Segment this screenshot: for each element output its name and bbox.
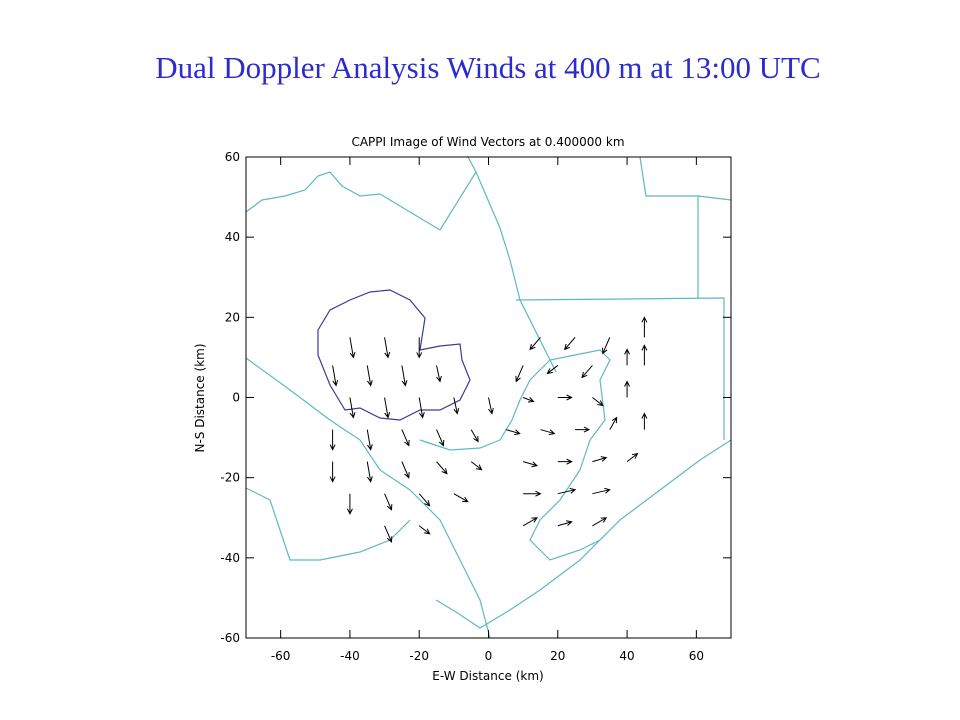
wind-vector	[401, 365, 408, 387]
x-tick-label: -60	[271, 649, 291, 663]
boundary	[475, 171, 557, 373]
y-axis-label: N-S Distance (km)	[193, 343, 207, 452]
wind-vector	[624, 380, 631, 398]
wind-vector	[557, 487, 577, 495]
wind-vector	[540, 429, 556, 436]
wind-vector	[641, 412, 648, 430]
y-tick-label: 20	[225, 310, 240, 324]
wind-vector	[401, 429, 410, 447]
coastline	[499, 349, 611, 561]
wind-vector	[436, 461, 448, 475]
x-axis-label: E-W Distance (km)	[432, 669, 543, 683]
wind-vector	[522, 397, 535, 403]
wind-vector	[505, 429, 521, 436]
wind-vector	[453, 397, 460, 415]
map-outlines	[245, 156, 732, 639]
wind-vector	[366, 365, 373, 387]
wind-vector	[563, 337, 576, 351]
wind-vector	[349, 337, 356, 359]
y-tick-label: -20	[220, 471, 240, 485]
x-tick-label: -40	[340, 649, 360, 663]
wind-vector	[609, 416, 618, 430]
boundary	[245, 487, 411, 561]
wind-vector	[624, 348, 631, 366]
x-tick-label: 40	[619, 649, 634, 663]
y-tick-label: -40	[220, 551, 240, 565]
boundary	[697, 195, 732, 201]
boundary	[439, 156, 477, 231]
wind-vector	[592, 397, 604, 407]
x-tick-label: 60	[689, 649, 704, 663]
y-tick-label: -60	[220, 631, 240, 645]
wind-vector	[592, 487, 611, 495]
wind-vector	[384, 337, 391, 359]
y-tick-label: 0	[232, 391, 240, 405]
wind-vector	[626, 452, 639, 463]
wind-vector	[329, 429, 336, 451]
wind-vector	[366, 461, 373, 483]
radar-coverage	[317, 289, 471, 421]
wind-vector	[557, 458, 573, 465]
wind-vector	[557, 394, 573, 401]
wind-vector	[575, 426, 591, 433]
wind-vector	[557, 520, 573, 527]
wind-vector	[332, 365, 339, 387]
wind-vector	[523, 490, 542, 497]
wind-vector	[384, 397, 391, 419]
wind-vector	[641, 316, 648, 338]
wind-vector	[416, 337, 423, 359]
wind-vector	[436, 429, 445, 447]
wind-vector	[546, 365, 559, 375]
wind-vector	[418, 525, 431, 535]
wind-vector	[488, 397, 494, 415]
wind-vector	[401, 461, 410, 479]
coastline	[435, 439, 732, 629]
wind-vector	[384, 493, 393, 511]
boundary	[245, 357, 491, 639]
wind-vector	[523, 461, 539, 468]
chart-title: CAPPI Image of Wind Vectors at 0.400000 …	[351, 135, 624, 149]
wind-vector	[602, 337, 611, 355]
wind-vector	[522, 517, 538, 527]
wind-vector	[470, 461, 483, 471]
wind-vector	[418, 493, 431, 507]
y-tick-label: 60	[225, 150, 240, 164]
slide-title: Dual Doppler Analysis Winds at 400 m at …	[155, 50, 821, 85]
boundary	[245, 171, 441, 231]
wind-vector	[384, 525, 393, 543]
wind-vector	[515, 365, 524, 383]
wind-vector	[470, 429, 479, 443]
wind-vector	[581, 365, 593, 379]
wind-vector	[592, 456, 608, 463]
x-tick-label: 0	[485, 649, 493, 663]
wind-vector	[349, 397, 356, 419]
wind-vector	[453, 493, 469, 503]
x-tick-label: 20	[550, 649, 565, 663]
wind-vector	[346, 493, 353, 515]
wind-vector	[418, 397, 425, 419]
x-tick-label: -20	[409, 649, 429, 663]
boundary	[639, 156, 699, 298]
boundary	[515, 297, 725, 440]
wind-vector	[329, 461, 336, 483]
y-tick-label: 40	[225, 230, 240, 244]
wind-vector	[529, 337, 541, 351]
wind-vector	[641, 344, 648, 366]
wind-vector	[436, 365, 442, 383]
river	[419, 439, 501, 451]
wind-vector	[366, 429, 373, 451]
wind-vector	[592, 517, 608, 527]
